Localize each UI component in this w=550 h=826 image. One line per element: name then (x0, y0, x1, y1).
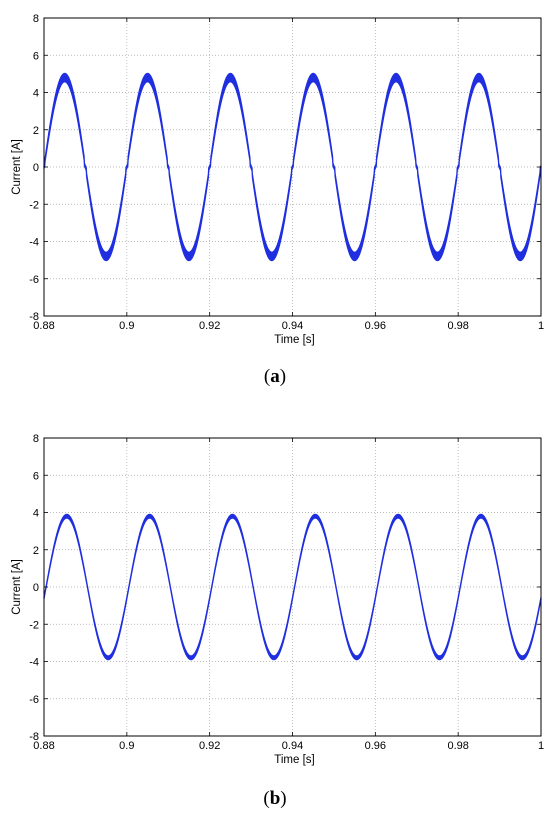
x-axis-title: Time [s] (274, 754, 314, 766)
x-tick-label: 0.94 (282, 320, 303, 332)
y-tick-label: -8 (29, 731, 39, 743)
y-tick-label: -2 (29, 199, 39, 211)
current-plot-b: 0.88 0.9 0.92 0.94 0.96 0.98 1 8 6 4 2 0 -2 -4 -6 -8 Tim… (11, 433, 544, 766)
x-tick-label: 1 (538, 320, 544, 332)
grid (44, 438, 541, 736)
y-tick-label: 8 (33, 13, 39, 25)
y-tick-label: 4 (33, 88, 39, 100)
x-axis: 0.88 0.9 0.92 0.94 0.96 0.98 1 (33, 438, 544, 752)
y-axis: 8 6 4 2 0 -2 -4 -6 -8 (29, 433, 541, 743)
y-tick-label: 6 (33, 50, 39, 62)
current-plot-a: 0.88 0.9 0.92 0.94 0.96 0.98 1 8 6 4 2 0 -2 -4 -6 -8 Tim… (11, 13, 544, 346)
x-tick-label: 1 (538, 740, 544, 752)
x-tick-label: 0.88 (33, 740, 54, 752)
y-tick-label: -6 (29, 694, 39, 706)
y-tick-label: 0 (33, 162, 39, 174)
x-tick-label: 0.9 (119, 320, 134, 332)
caption-b: (b) (263, 788, 287, 809)
x-tick-label: 0.98 (447, 740, 468, 752)
y-tick-label: -2 (29, 619, 39, 631)
x-tick-label: 0.96 (365, 740, 386, 752)
y-tick-label: -4 (29, 657, 39, 669)
y-tick-label: -4 (29, 237, 39, 249)
x-tick-label: 0.92 (199, 320, 220, 332)
y-tick-label: 2 (33, 545, 39, 557)
x-axis-title: Time [s] (274, 334, 314, 346)
y-tick-label: 6 (33, 470, 39, 482)
y-axis: 8 6 4 2 0 -2 -4 -6 -8 (29, 13, 541, 323)
y-tick-label: 2 (33, 125, 39, 137)
x-tick-label: 0.9 (119, 740, 134, 752)
caption-a: (a) (263, 366, 287, 387)
x-axis: 0.88 0.9 0.92 0.94 0.96 0.98 1 (33, 18, 544, 332)
y-axis-title: Current [A] (11, 559, 23, 615)
chart-panel-a: 0.88 0.9 0.92 0.94 0.96 0.98 1 8 6 4 2 0 -2 -4 -6 -8 Tim… (11, 13, 544, 387)
x-tick-label: 0.94 (282, 740, 303, 752)
y-tick-label: -8 (29, 311, 39, 323)
x-tick-label: 0.88 (33, 320, 54, 332)
chart-panel-b: 0.88 0.9 0.92 0.94 0.96 0.98 1 8 6 4 2 0 -2 -4 -6 -8 Tim… (0, 420, 550, 826)
y-tick-label: 0 (33, 582, 39, 594)
x-tick-label: 0.92 (199, 740, 220, 752)
y-tick-label: 8 (33, 433, 39, 445)
y-tick-label: -6 (29, 274, 39, 286)
y-tick-label: 4 (33, 508, 39, 520)
plot-area (44, 438, 541, 736)
y-axis-title: Current [A] (11, 139, 23, 195)
x-tick-label: 0.96 (365, 320, 386, 332)
x-tick-label: 0.98 (447, 320, 468, 332)
